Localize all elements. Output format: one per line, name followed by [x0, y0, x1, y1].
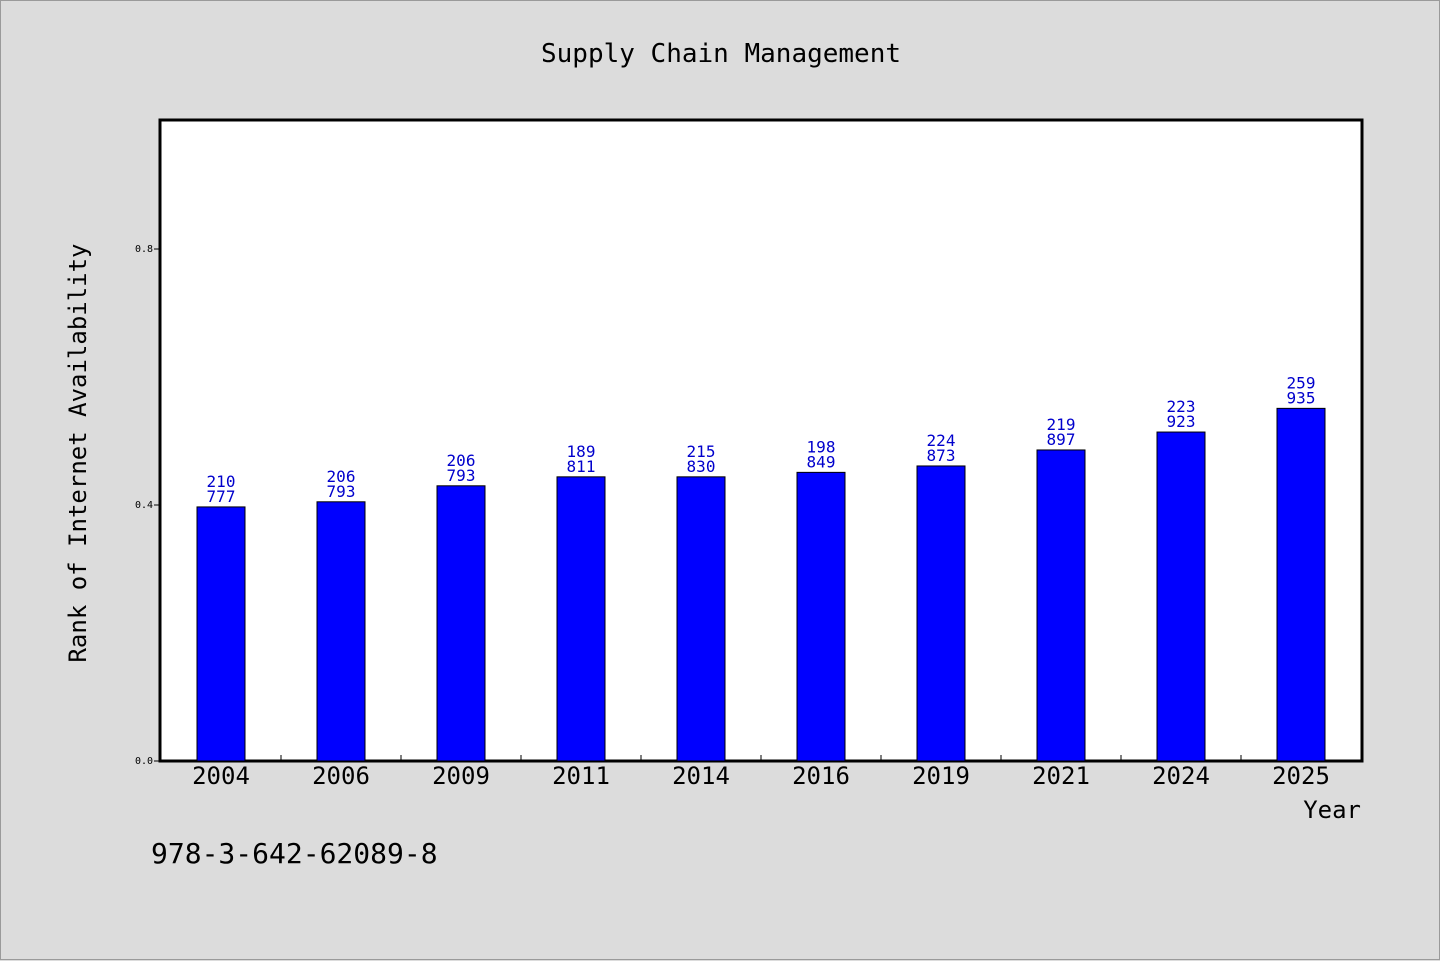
y-axis-ticks: 0.0 0.4 0.8 [135, 244, 161, 767]
bar-data-label: 206 [327, 467, 356, 486]
data-labels: 2107772067932067931898112158301988492248… [207, 373, 1316, 506]
x-tick-label: 2009 [432, 762, 490, 790]
x-tick-label: 2019 [912, 762, 970, 790]
y-tick-label: 0.4 [135, 500, 153, 511]
bar-data-label: 793 [327, 482, 356, 501]
bar-data-label: 777 [207, 487, 236, 506]
bar-data-label: 830 [687, 457, 716, 476]
x-tick-label: 2024 [1152, 762, 1210, 790]
bar-data-label: 849 [807, 452, 836, 471]
bar-data-label: 206 [447, 451, 476, 470]
bar-data-label: 224 [927, 431, 956, 450]
bar [796, 471, 846, 762]
bar [556, 476, 606, 762]
bar-data-label: 873 [927, 446, 956, 465]
x-tick-label: 2021 [1032, 762, 1090, 790]
bar [436, 485, 486, 762]
bar-data-label: 793 [447, 466, 476, 485]
bar-data-label: 198 [807, 437, 836, 456]
bar-data-label: 219 [1047, 415, 1076, 434]
bar [316, 501, 366, 762]
y-tick-label: 0.0 [135, 756, 153, 767]
bar [1276, 407, 1326, 762]
y-tick-label: 0.8 [135, 244, 153, 255]
x-axis-ticks: 2004 2006 2009 2011 2014 2016 2019 2021 2024 2025 [192, 755, 1330, 790]
bar [916, 465, 966, 762]
bar-data-label: 935 [1287, 388, 1316, 407]
bar [1156, 431, 1206, 762]
bar-data-label: 259 [1287, 373, 1316, 392]
x-tick-label: 2006 [312, 762, 370, 790]
bar-data-label: 811 [567, 457, 596, 476]
x-tick-label: 2004 [192, 762, 250, 790]
x-tick-label: 2016 [792, 762, 850, 790]
y-axis-label: Rank of Internet Availability [64, 243, 92, 662]
x-tick-label: 2011 [552, 762, 610, 790]
x-axis-label: Year [1303, 796, 1361, 824]
bar-data-label: 189 [567, 442, 596, 461]
chart-title: Supply Chain Management [541, 39, 901, 69]
bar [676, 476, 726, 762]
isbn-code: 978-3-642-62089-8 [151, 837, 438, 870]
bar [1036, 449, 1086, 762]
bar-data-label: 223 [1167, 397, 1196, 416]
bar-data-label: 215 [687, 442, 716, 461]
bar-data-label: 210 [207, 472, 236, 491]
bar [196, 506, 246, 762]
bar-data-label: 897 [1047, 430, 1076, 449]
x-tick-label: 2025 [1272, 762, 1330, 790]
bar-series [196, 407, 1326, 762]
x-tick-label: 2014 [672, 762, 730, 790]
bar-data-label: 923 [1167, 412, 1196, 431]
